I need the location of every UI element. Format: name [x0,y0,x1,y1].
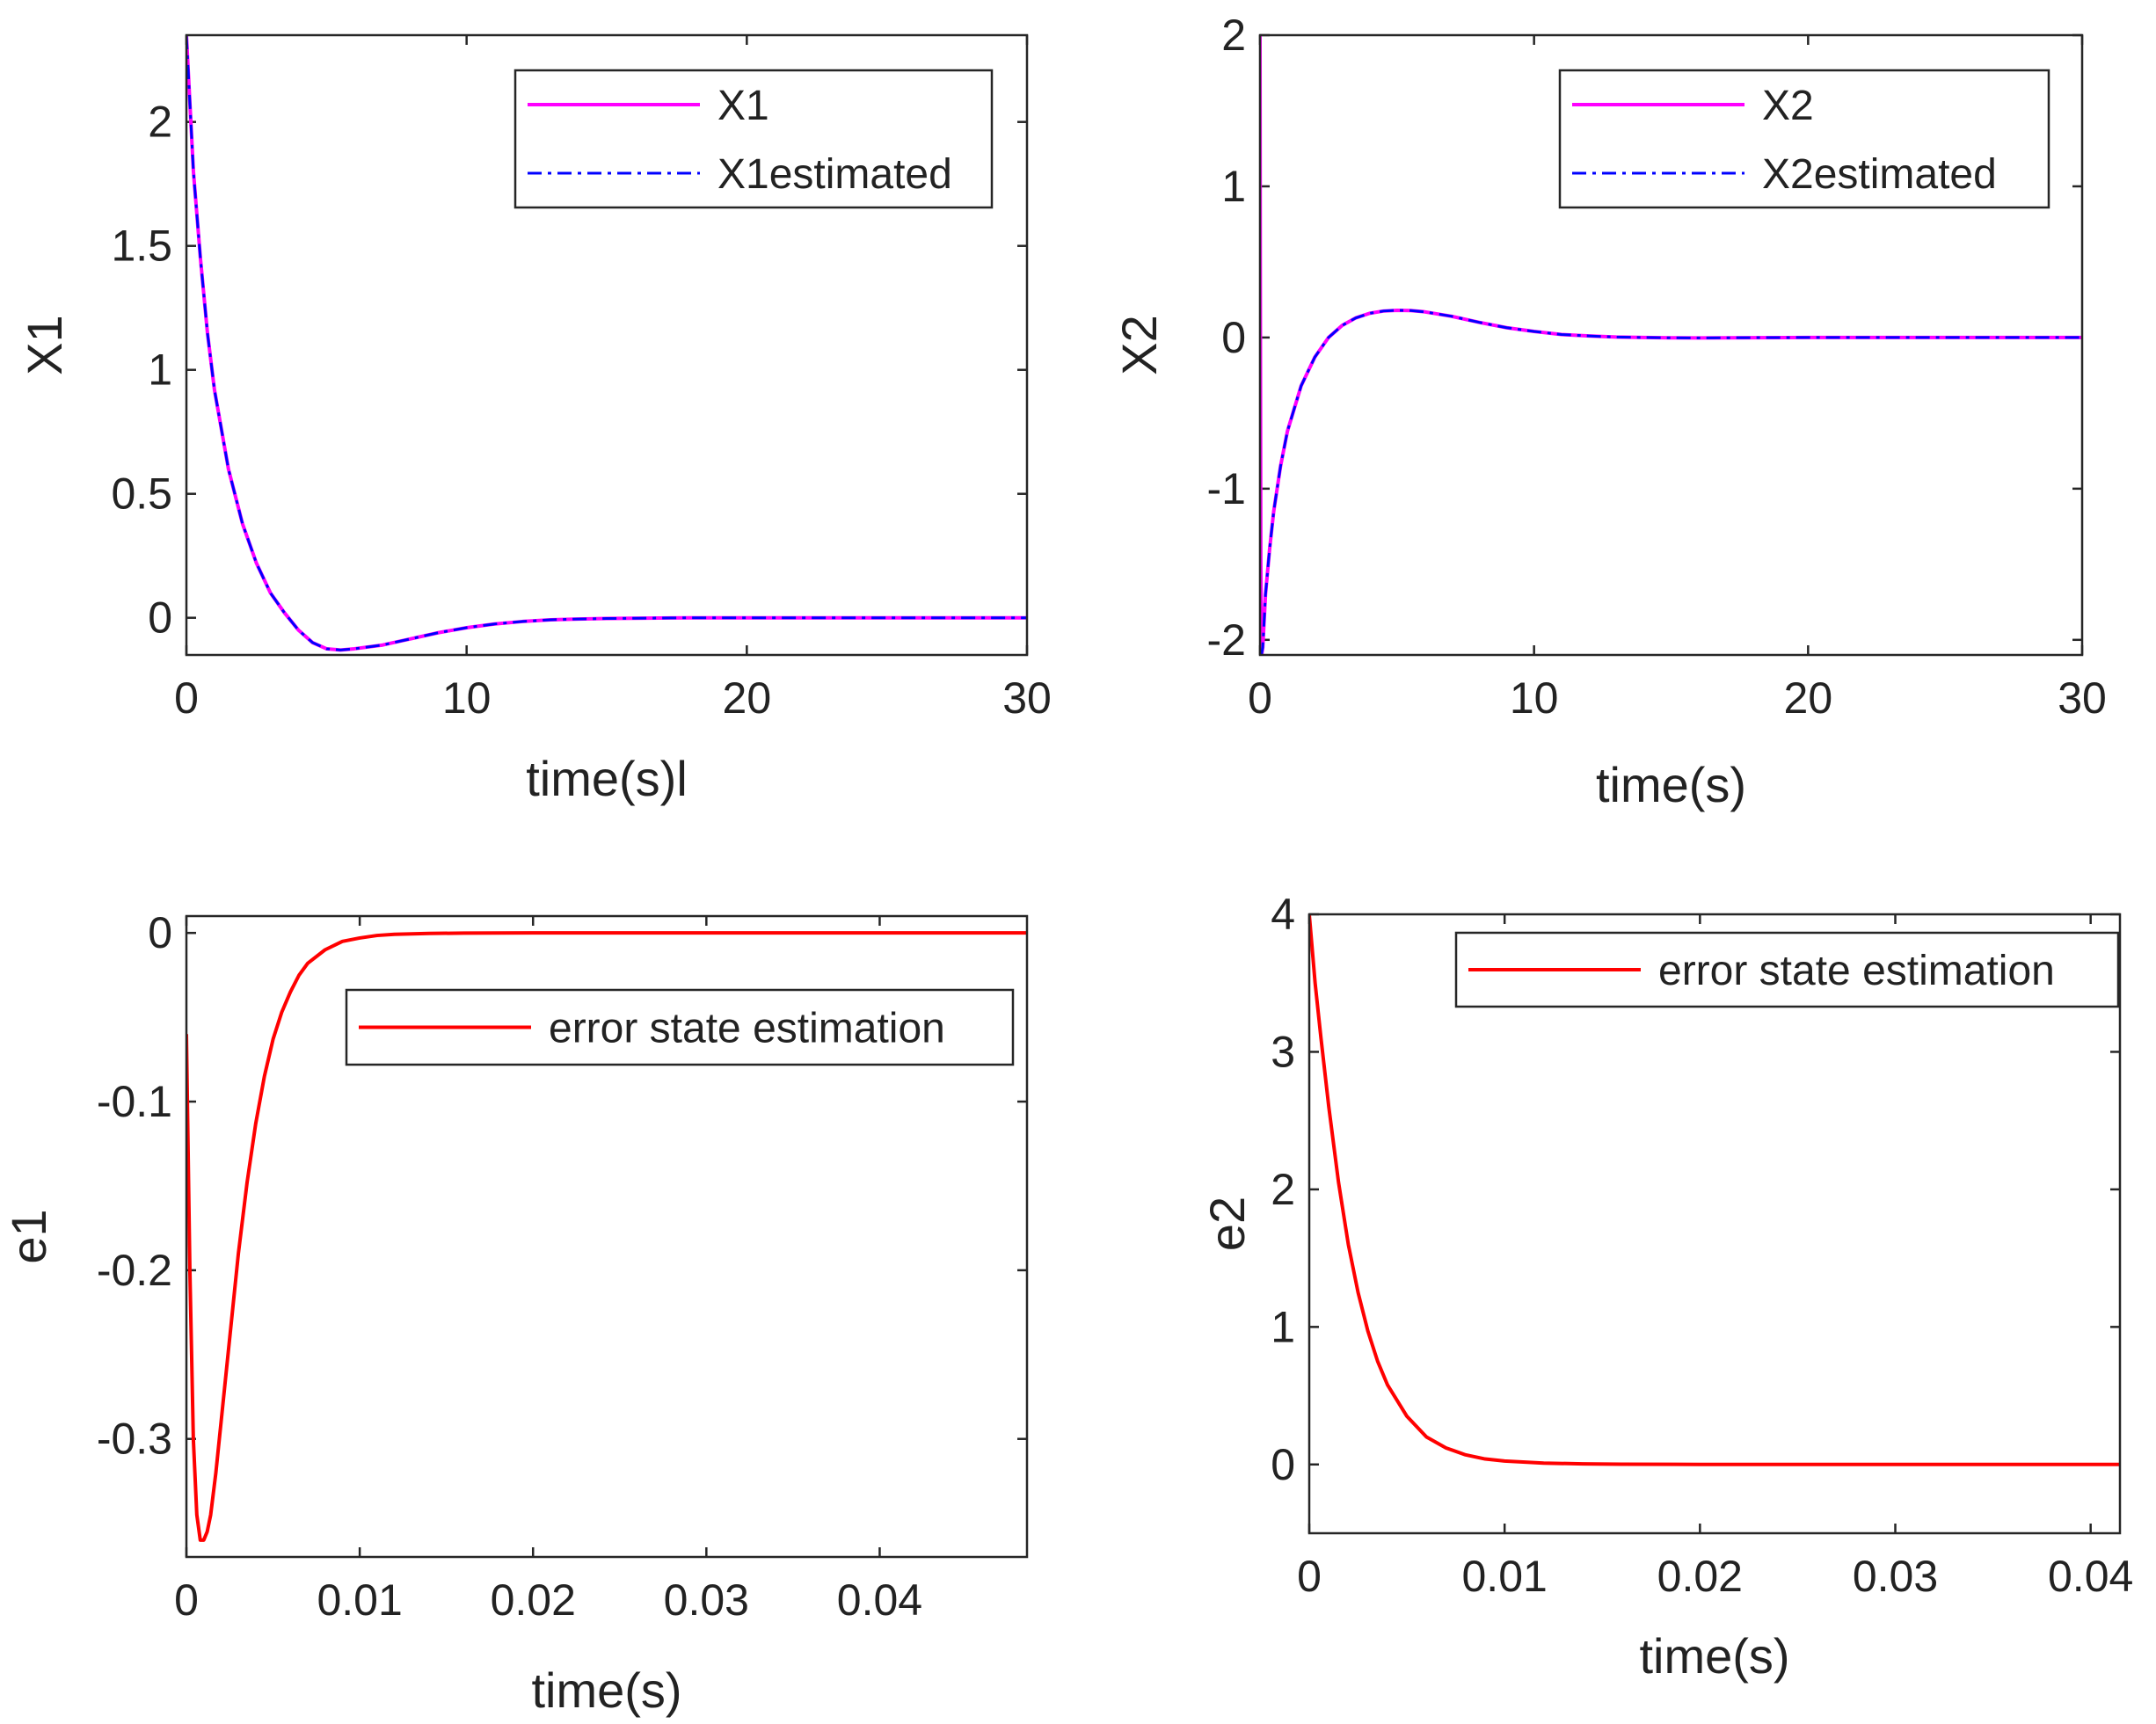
plot-area [1309,914,2120,1533]
x-tick-label: 0.02 [491,1575,576,1625]
y-tick-label: 4 [1271,890,1295,939]
y-tick-label: 2 [148,98,172,147]
x-axis-label: time(s)l [526,751,688,806]
legend-box [1558,69,2050,209]
legend: error state estimation [1454,931,2120,1008]
legend: error state estimation [345,988,1015,1066]
axes-frame [1258,33,2084,657]
subplot-X1: 0 10 20 30 0 0.5 1 1.5 2 time(s)l X1 X1 X1estimated [17,33,1052,806]
y-tick-label: 0 [148,593,172,643]
y-tick-label: 0 [1271,1440,1295,1489]
y-tick-label: 2 [1271,1165,1295,1214]
axes-frame [185,914,1029,1559]
x-tick-label: 0.03 [1853,1552,1938,1601]
axes-frame [1307,913,2122,1535]
x-axis-label: time(s) [1596,757,1746,812]
y-tick-label: 0 [148,908,172,957]
x-axis-label: time(s) [531,1662,681,1718]
legend-box [514,69,994,209]
legend-label-X1: X1 [717,83,769,129]
series-line-X1estimated [186,35,1027,651]
x-tick-label: 0.01 [1462,1552,1548,1601]
series-line-X2estimated [1260,309,2082,655]
x-tick-label: 20 [1784,673,1833,723]
y-tick-label: 2 [1221,11,1246,60]
x-tick-label: 10 [1510,673,1559,723]
x-tick-label: 30 [1002,673,1052,723]
subplot-e2: 0 0.01 0.02 0.03 0.04 0 1 2 3 4 time(s) e2 error sta… [1199,890,2133,1684]
x-tick-label: 0 [174,1575,199,1625]
y-tick-label: -0.2 [97,1246,172,1295]
y-axis-label: X1 [17,315,72,375]
x-tick-label: 0.04 [2048,1552,2133,1601]
x-tick-label: 0.04 [837,1575,922,1625]
x-tick-label: 0.02 [1657,1552,1743,1601]
x-tick-label: 0 [1248,673,1272,723]
x-axis-label: time(s) [1639,1628,1789,1684]
legend-label-X1estimated: X1estimated [717,151,952,198]
y-axis-label: X2 [1111,315,1167,375]
y-tick-label: 3 [1271,1027,1295,1076]
legend-label-X2: X2 [1762,83,1814,129]
y-tick-label: 0 [1221,313,1246,362]
y-axis-label: e1 [1,1209,56,1263]
y-tick-label: 1.5 [111,222,172,271]
y-tick-label: -1 [1207,464,1246,513]
x-tick-label: 30 [2058,673,2107,723]
x-tick-label: 10 [442,673,492,723]
axes-frame [185,33,1029,657]
x-tick-label: 0.01 [317,1575,402,1625]
y-tick-label: -0.1 [97,1077,172,1126]
subplot-X2: 0 10 20 30 -2 -1 0 1 2 time(s) X2 X2 X2estimated [1111,11,2107,812]
legend-label-X2estimated: X2estimated [1762,151,1997,198]
y-tick-label: 1 [1221,162,1246,211]
y-tick-label: 1 [1271,1302,1295,1351]
y-tick-label: -0.3 [97,1415,172,1464]
x-tick-label: 0 [174,673,199,723]
series-line-error state estimation [186,931,1027,1542]
series-line-error state estimation [1309,914,2120,1466]
y-tick-label: 1 [148,346,172,395]
legend: X2 X2estimated [1558,69,2050,209]
x-tick-label: 0.03 [664,1575,749,1625]
y-tick-label: -2 [1207,615,1246,665]
subplot-e1: 0 0.01 0.02 0.03 0.04 0 -0.1 -0.2 -0.3 time(s) e1 e… [1,908,1029,1718]
y-axis-label: e2 [1199,1197,1255,1251]
legend: X1 X1estimated [514,69,994,209]
legend-label-error state estimation: error state estimation [1658,948,2055,994]
legend-label-error state estimation: error state estimation [549,1006,945,1052]
x-tick-label: 0 [1297,1552,1322,1601]
y-tick-label: 0.5 [111,469,172,519]
x-tick-label: 20 [723,673,772,723]
